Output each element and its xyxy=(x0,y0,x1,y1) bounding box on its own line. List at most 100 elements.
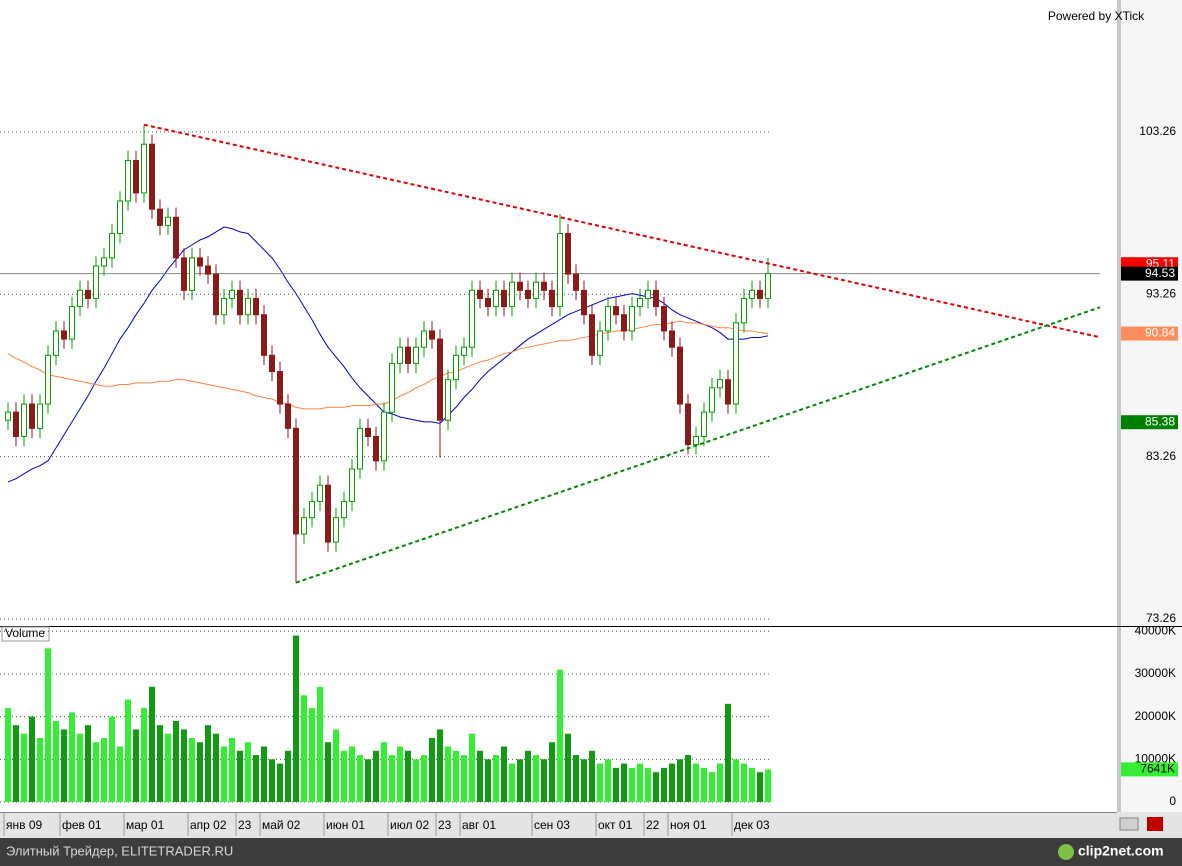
candle-body xyxy=(373,435,379,462)
volume-bar xyxy=(461,755,467,802)
x-tick-label: авг 01 xyxy=(462,818,496,832)
volume-bar xyxy=(749,767,755,802)
exit-button[interactable] xyxy=(1147,817,1163,831)
x-tick-label: июл 02 xyxy=(390,818,429,832)
candle-body xyxy=(61,330,67,340)
volume-bar xyxy=(213,733,219,802)
candle-body xyxy=(173,216,179,259)
volume-bar xyxy=(741,763,747,802)
volume-bar xyxy=(93,742,99,802)
candle-body xyxy=(749,289,755,299)
volume-bar xyxy=(469,733,475,802)
volume-bar xyxy=(29,716,35,802)
scroll-button[interactable] xyxy=(1119,817,1139,831)
x-tick-label: 22 xyxy=(646,818,660,832)
volume-bar xyxy=(557,669,563,802)
candle-body xyxy=(357,427,363,470)
candle-body xyxy=(181,257,187,291)
volume-bar xyxy=(389,755,395,802)
volume-bar xyxy=(549,742,555,802)
y-tick-label: 20000K xyxy=(1135,709,1176,723)
volume-bar xyxy=(613,767,619,802)
volume-bar xyxy=(341,750,347,802)
volume-bar xyxy=(149,686,155,802)
volume-bar xyxy=(413,759,419,802)
candle-body xyxy=(269,354,275,373)
volume-bar xyxy=(565,733,571,802)
candle-body xyxy=(741,297,747,324)
candle-body xyxy=(397,346,403,364)
volume-bar xyxy=(245,742,251,802)
volume-bar xyxy=(597,763,603,802)
candle-body xyxy=(485,297,491,308)
candle-body xyxy=(565,233,571,275)
candle-body xyxy=(309,500,315,519)
x-tick-label: 23 xyxy=(238,818,252,832)
candle-body xyxy=(677,346,683,405)
candle-body xyxy=(725,379,731,405)
volume-bar xyxy=(181,729,187,802)
candle-body xyxy=(141,143,147,194)
volume-bar xyxy=(589,750,595,802)
x-tick-label: фев 01 xyxy=(62,818,102,832)
candle-body xyxy=(621,314,627,332)
candle-body xyxy=(733,322,739,405)
volume-bar xyxy=(21,733,27,802)
volume-label: Volume xyxy=(5,626,45,640)
candle-body xyxy=(253,297,259,316)
axis-divider xyxy=(1117,0,1121,812)
volume-bar xyxy=(189,737,195,802)
volume-bar xyxy=(333,729,339,802)
value-marker-label: 7641K xyxy=(1140,762,1175,776)
watermark: Powered by XTick xyxy=(1048,9,1145,23)
candle-body xyxy=(469,289,475,348)
candle-body xyxy=(701,411,707,437)
candle-body xyxy=(325,484,331,543)
candle-body xyxy=(157,208,163,226)
volume-bar xyxy=(421,755,427,802)
candle-body xyxy=(509,281,515,308)
volume-bar xyxy=(645,767,651,802)
x-tick-label: дек 03 xyxy=(734,818,770,832)
volume-bar xyxy=(69,712,75,802)
candle-body xyxy=(389,362,395,413)
volume-bar xyxy=(509,763,515,802)
volume-bar xyxy=(109,716,115,802)
candle-body xyxy=(261,314,267,356)
candle-body xyxy=(413,346,419,364)
candle-body xyxy=(645,289,651,299)
volume-bar xyxy=(165,733,171,802)
volume-bar xyxy=(229,737,235,802)
volume-bar xyxy=(373,750,379,802)
candle-body xyxy=(29,403,35,429)
candle-body xyxy=(77,289,83,308)
volume-bar xyxy=(37,737,43,802)
candle-body xyxy=(429,330,435,340)
candle-body xyxy=(13,411,19,437)
x-axis-strip xyxy=(0,812,1182,838)
candle-body xyxy=(133,159,139,194)
volume-bar xyxy=(365,759,371,802)
candle-body xyxy=(277,371,283,405)
candle-body xyxy=(5,411,11,421)
volume-bar xyxy=(77,733,83,802)
candle-body xyxy=(581,289,587,316)
candle-body xyxy=(437,338,443,421)
x-tick-label: ноя 01 xyxy=(670,818,707,832)
y-tick-label: 103.26 xyxy=(1139,124,1176,138)
volume-bar xyxy=(53,720,59,802)
volume-bar xyxy=(525,750,531,802)
candle-body xyxy=(685,403,691,446)
volume-bar xyxy=(309,708,315,802)
volume-bar xyxy=(701,767,707,802)
volume-bar xyxy=(317,686,323,802)
volume-bar xyxy=(61,729,67,802)
volume-bar xyxy=(157,725,163,802)
volume-bar xyxy=(685,755,691,802)
volume-bar xyxy=(629,767,635,802)
volume-bar xyxy=(141,708,147,802)
y-tick-label: 0 xyxy=(1169,794,1176,808)
volume-bar xyxy=(693,763,699,802)
candle-body xyxy=(597,330,603,356)
candle-body xyxy=(493,289,499,308)
